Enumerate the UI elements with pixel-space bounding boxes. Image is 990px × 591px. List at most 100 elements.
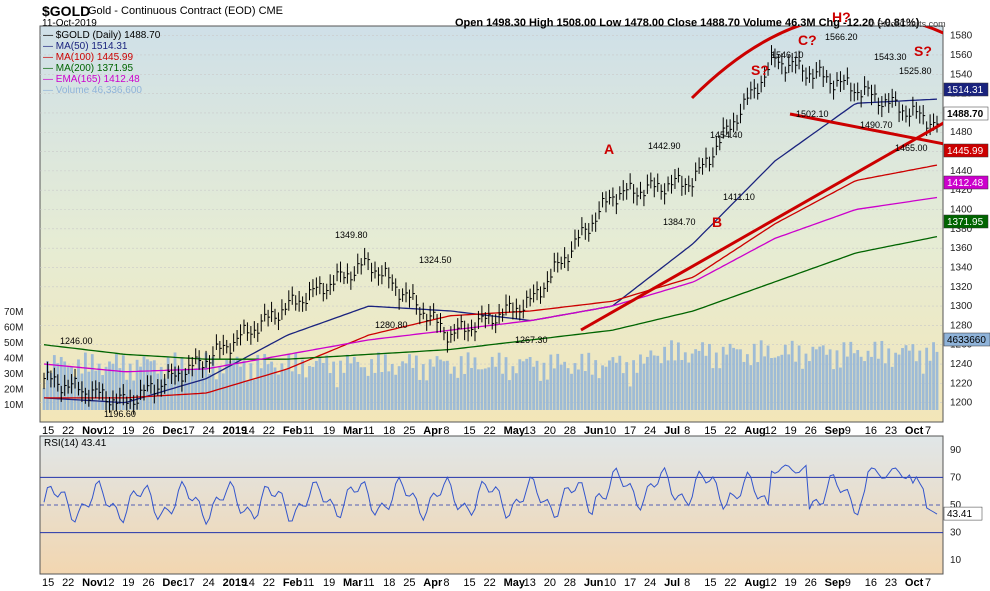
volume-bar	[794, 361, 798, 410]
volume-bar	[321, 362, 325, 410]
ma-line	[43, 235, 938, 360]
volume-bar	[480, 369, 484, 410]
x-axis-label: 23	[885, 425, 897, 437]
volume-bar	[390, 363, 394, 410]
x-axis-label: 24	[644, 425, 656, 437]
volume-bar	[587, 352, 591, 410]
x-axis-label: 17	[182, 577, 194, 589]
x-axis-label: 22	[62, 577, 74, 589]
x-axis-label: 7	[925, 577, 931, 589]
price-tick-label: 1320	[950, 282, 973, 293]
volume-bar	[518, 359, 522, 410]
x-axis-label: 12	[102, 425, 114, 437]
volume-bar	[708, 343, 711, 410]
x-axis-label: Nov	[82, 425, 104, 437]
volume-bar	[790, 340, 794, 410]
volume-bar	[335, 387, 339, 410]
volume-bar	[511, 366, 515, 410]
volume-bar	[666, 360, 670, 410]
volume-bar	[301, 359, 304, 410]
volume-bar	[463, 373, 467, 410]
x-axis-label: Feb	[283, 577, 303, 589]
volume-bar	[252, 379, 256, 410]
volume-bar	[704, 355, 708, 410]
volume-bar	[618, 355, 622, 410]
x-axis-label: 15	[704, 577, 716, 589]
x-axis-label: Aug	[744, 577, 765, 589]
volume-bar	[780, 354, 784, 410]
volume-bar	[894, 352, 898, 410]
volume-bar	[932, 342, 935, 410]
volume-bar	[370, 359, 373, 410]
x-axis-label: May	[504, 425, 526, 437]
volume-bar	[732, 347, 735, 410]
volume-bar	[342, 372, 346, 410]
volume-bar	[687, 362, 691, 410]
x-axis-label: 10	[604, 577, 616, 589]
right-tag-label: 1371.95	[947, 217, 984, 228]
ma-line	[43, 196, 938, 373]
legend-item: — MA(200) 1371.95	[43, 63, 134, 74]
legend-item: — $GOLD (Daily) 1488.70	[43, 30, 161, 41]
right-tag-label: 1412.48	[947, 178, 984, 189]
x-axis-label: 19	[785, 577, 797, 589]
volume-bar	[187, 369, 191, 410]
volume-bar	[504, 357, 508, 410]
wave-label: B	[712, 214, 722, 230]
volume-bar	[611, 357, 615, 410]
volume-bar	[863, 361, 866, 410]
price-tick-label: 1200	[950, 398, 973, 409]
x-axis-label: 11	[363, 577, 374, 589]
volume-bar	[556, 353, 560, 410]
x-axis-label: 26	[142, 577, 154, 589]
volume-bar	[694, 349, 698, 410]
volume-bar	[914, 361, 918, 410]
wave-label: S?	[914, 43, 932, 59]
volume-bar	[728, 343, 732, 410]
volume-bar	[432, 366, 436, 410]
volume-bar	[514, 373, 518, 410]
volume-bar	[246, 380, 249, 410]
volume-bar	[104, 366, 108, 410]
volume-bar	[725, 354, 729, 410]
rsi-value-label: 43.41	[947, 509, 972, 520]
volume-bar	[59, 356, 63, 410]
price-point-label: 1324.50	[419, 255, 452, 265]
x-axis-label: 8	[684, 425, 690, 437]
volume-bar	[890, 366, 894, 410]
volume-bar	[583, 371, 587, 410]
x-axis-label: 24	[644, 577, 656, 589]
volume-bar	[497, 352, 501, 410]
x-axis-label: 13	[524, 577, 536, 589]
legend-item: — EMA(165) 1412.48	[43, 74, 140, 85]
volume-bar	[490, 356, 494, 410]
x-axis-label: 24	[203, 425, 215, 437]
volume-bar	[845, 356, 849, 410]
price-point-label: 1490.70	[860, 120, 893, 130]
volume-bar	[714, 352, 718, 410]
price-point-label: 1280.80	[375, 320, 408, 330]
volume-bar	[918, 350, 922, 410]
right-tag-box	[943, 106, 989, 121]
volume-bar	[673, 360, 677, 410]
wave-label: H?	[832, 9, 851, 25]
price-point-label: 1525.80	[899, 66, 932, 76]
x-axis-label: 13	[524, 425, 536, 437]
x-axis-label: Sep	[825, 425, 845, 437]
volume-bar	[142, 356, 146, 410]
volume-bar	[225, 359, 229, 410]
wave-label: A	[604, 141, 614, 157]
price-point-label: 1465.00	[895, 143, 928, 153]
right-tag-box	[943, 143, 989, 158]
x-axis-label: 11	[303, 425, 314, 437]
price-tick-label: 1560	[950, 50, 973, 61]
volume-bar	[266, 364, 270, 410]
x-axis-label: Aug	[744, 425, 765, 437]
volume-bar	[383, 354, 387, 410]
x-axis-label: 8	[684, 577, 690, 589]
rsi-tick-label: 30	[950, 528, 962, 539]
volume-bar	[590, 374, 594, 410]
volume-bar	[308, 365, 311, 410]
